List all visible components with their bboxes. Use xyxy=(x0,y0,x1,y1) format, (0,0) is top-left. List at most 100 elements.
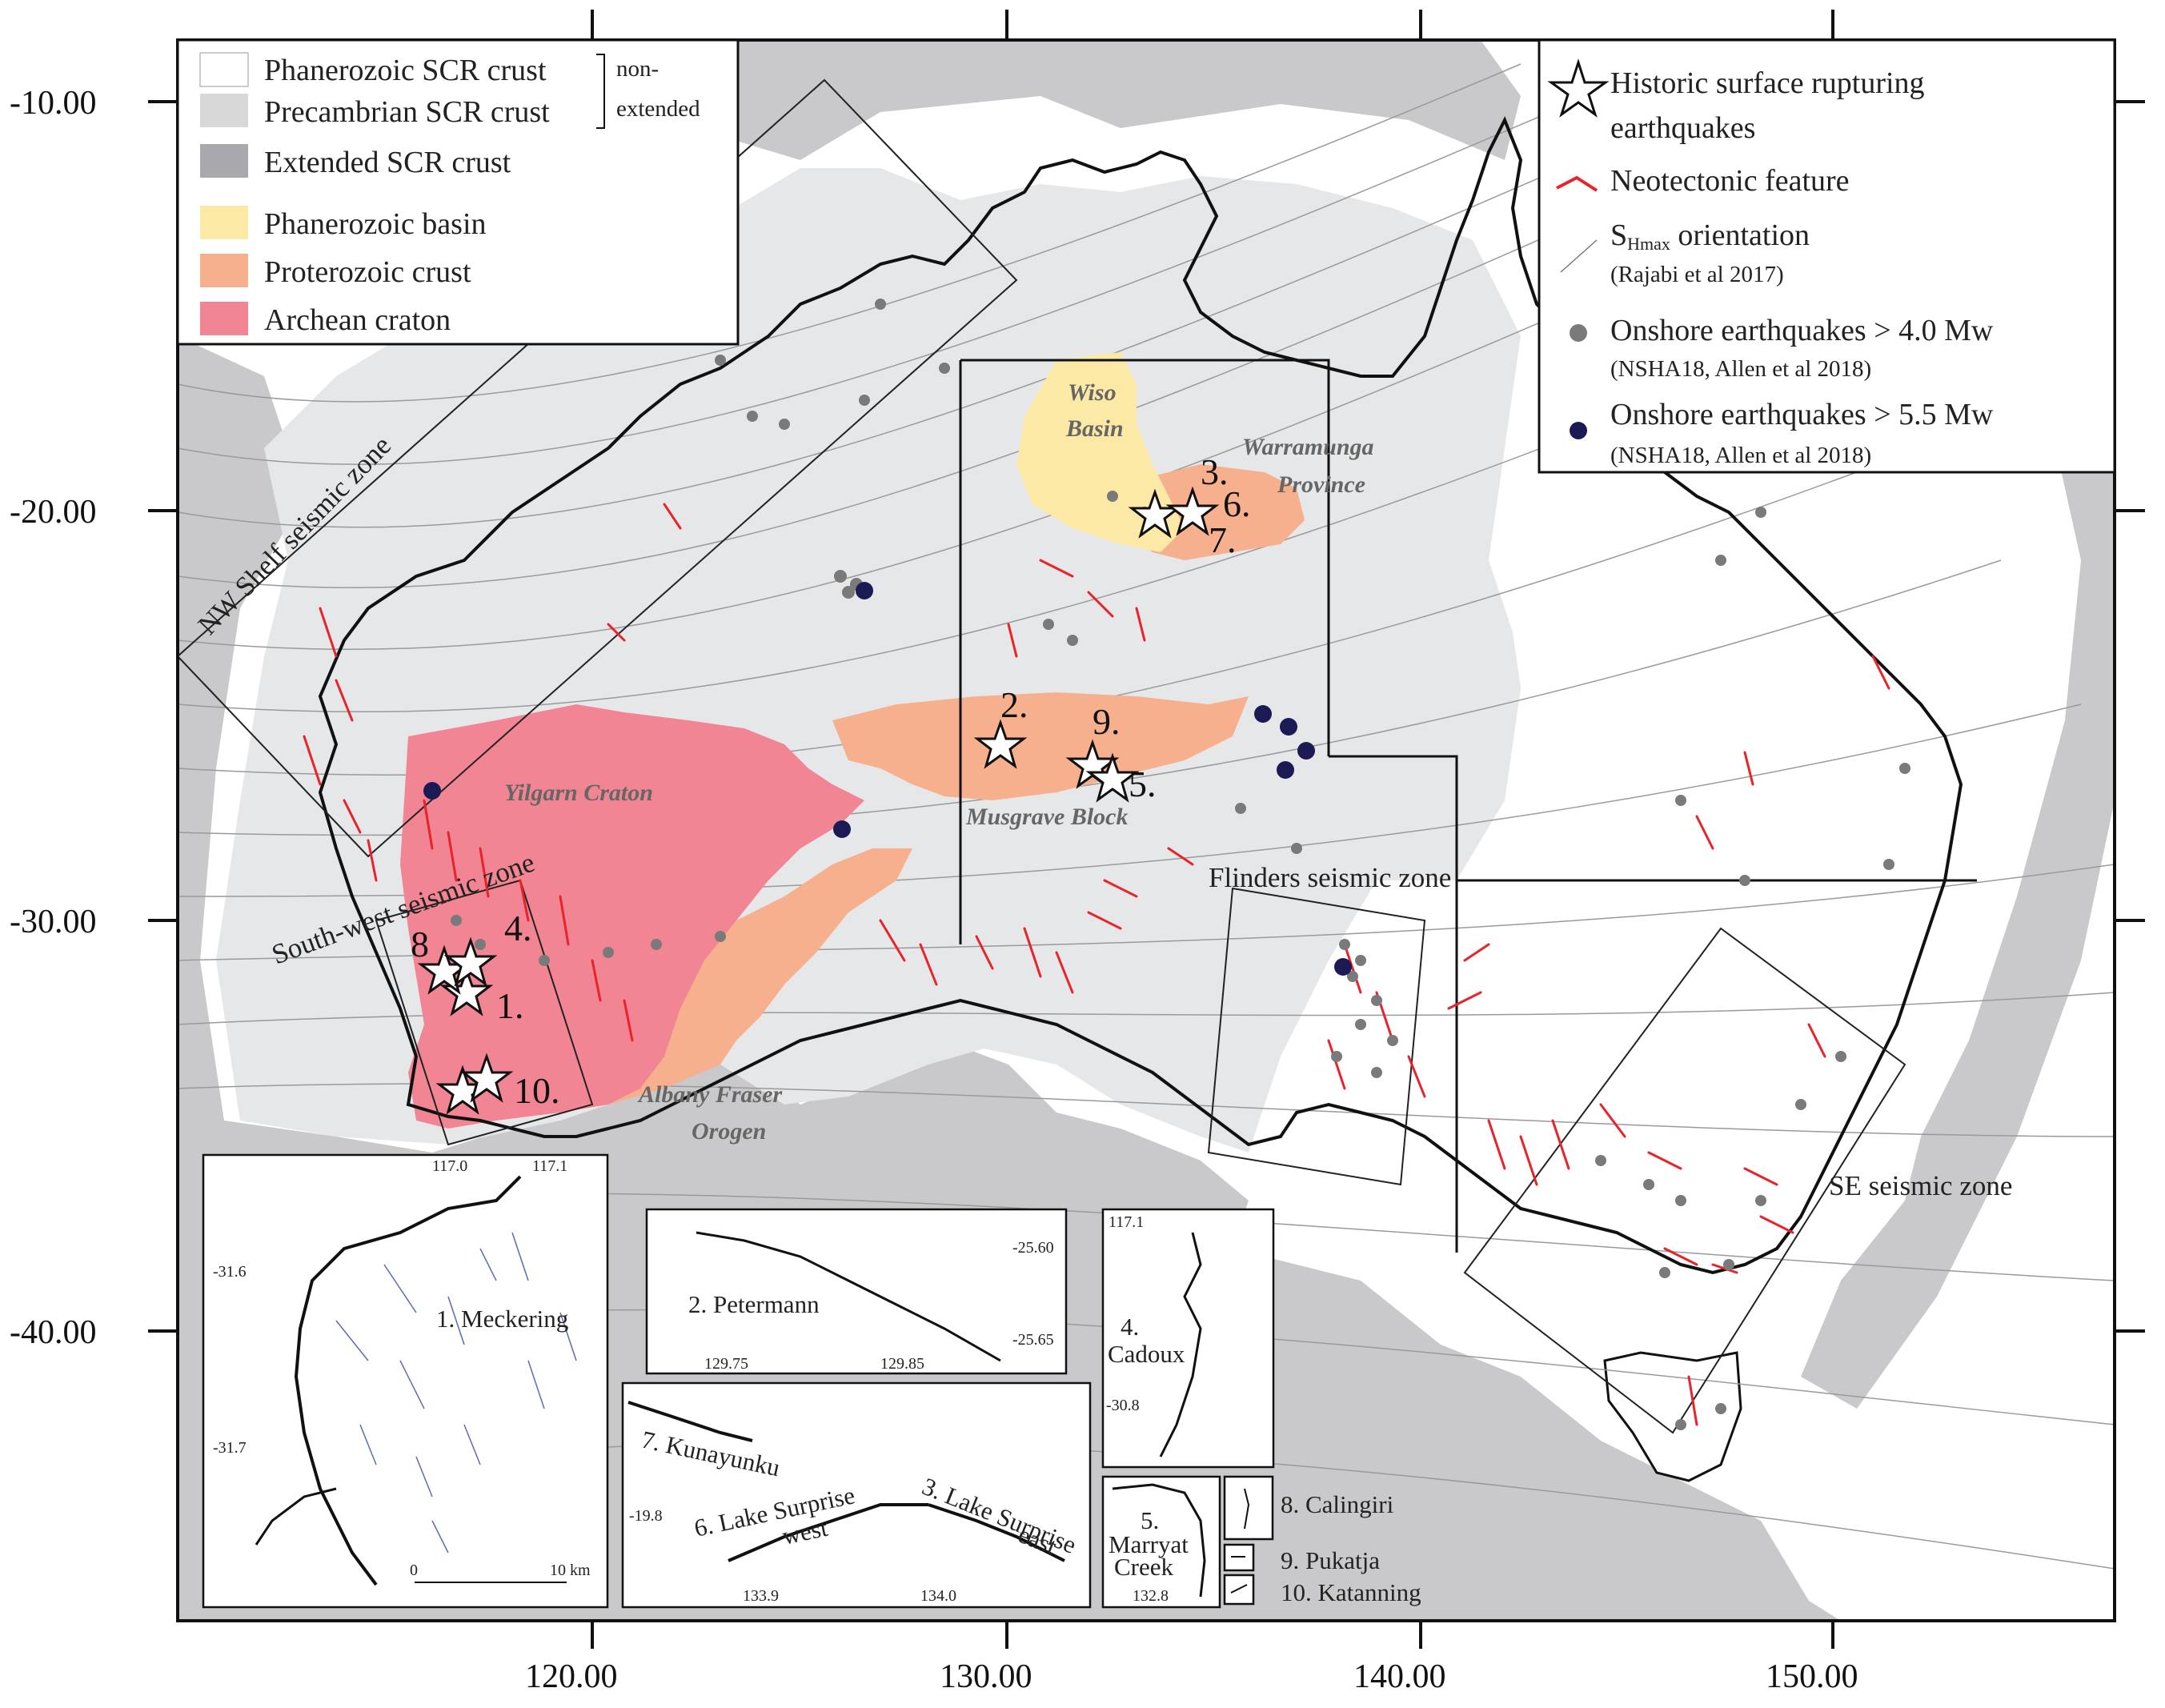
inset-cadoux: 117.1 4. Cadoux -30.8 xyxy=(1101,1208,1275,1469)
coastline-mainland xyxy=(318,116,1963,1275)
legend-star-label-1: Historic surface rupturing xyxy=(1610,66,1925,100)
lake-surprise-east-fault xyxy=(928,1503,1065,1562)
y-tick-40: -40.00 xyxy=(10,1314,97,1351)
y-tick-10: -10.00 xyxy=(10,85,97,122)
calingiri-fault xyxy=(1244,1488,1250,1530)
star-label-9: 9. xyxy=(1093,701,1121,742)
neotectonic-features xyxy=(303,503,1890,1426)
legend-eq4-icon xyxy=(1570,324,1587,342)
petermann-lon-tick-2: 129.85 xyxy=(880,1355,924,1373)
star-4 xyxy=(443,936,498,987)
legend-swatch-proterozoic-crust xyxy=(200,254,248,287)
star-2 xyxy=(973,719,1028,769)
earthquakes-4mw xyxy=(451,299,1910,1430)
meckering-lat-tick-2: -31.7 xyxy=(213,1439,247,1457)
legend-label-phanerozoic-crust: Phanerozoic SCR crust xyxy=(264,54,547,87)
tasmania-crust xyxy=(1603,1351,1742,1482)
x-tick-140: 140.00 xyxy=(1353,1658,1446,1695)
meckering-scale-10: 10 km xyxy=(550,1562,591,1579)
legend-eq55-ref: (NSHA18, Allen et al 2018) xyxy=(1610,443,1871,468)
legend-swatch-precambrian-crust xyxy=(200,94,248,127)
division-lines xyxy=(959,359,1977,1253)
y-tick-20: -20.00 xyxy=(10,494,97,531)
katanning-fault xyxy=(1230,1584,1248,1594)
label-yilgarn: Yilgarn Craton xyxy=(504,780,653,806)
lake-surprise-lon-tick-1: 133.9 xyxy=(743,1587,779,1605)
lake-surprise-lon-tick-2: 134.0 xyxy=(920,1587,956,1605)
petermann-lon-tick-1: 129.75 xyxy=(704,1355,748,1373)
meckering-fault-trace xyxy=(294,1175,522,1586)
legend-shmax-ref: (Rajabi et al 2017) xyxy=(1610,262,1784,287)
marryat-label-1: 5. xyxy=(1141,1506,1159,1534)
label-wiso-1: Wiso xyxy=(1068,379,1117,406)
x-tick-130: 130.00 xyxy=(940,1658,1032,1695)
star-label-7: 7. xyxy=(1209,519,1237,560)
label-warramunga-1: Warramunga xyxy=(1242,434,1374,460)
meckering-fault-branch xyxy=(255,1487,337,1546)
phanerozoic-crust-east xyxy=(1281,304,2001,1281)
rupture-stars xyxy=(417,486,1220,1115)
legend-swatch-phanerozoic-crust xyxy=(199,52,249,87)
axis-ticks xyxy=(148,10,2145,1649)
meckering-scale-0: 0 xyxy=(410,1562,418,1579)
legend-label-proterozoic-crust: Proterozoic crust xyxy=(264,255,471,289)
legend-brace-label-2: extended xyxy=(616,96,700,122)
star-label-8: 8 xyxy=(411,924,429,964)
cadoux-title-1: 4. xyxy=(1121,1313,1139,1341)
inset-lake-surprise: 7. Kunayunku 6. Lake Surprise west 3. La… xyxy=(621,1381,1092,1609)
yilgarn-craton xyxy=(400,704,864,1129)
legend-swatch-archean-craton xyxy=(200,302,248,335)
extended-crust-east xyxy=(1801,416,2115,1409)
meckering-title: 1. Meckering xyxy=(436,1305,568,1333)
legend-left: Phanerozoic SCR crust Precambrian SCR cr… xyxy=(176,38,740,346)
petermann-lat-tick-2: -25.65 xyxy=(1012,1331,1054,1349)
x-tick-150: 150.00 xyxy=(1766,1658,1858,1695)
label-flinders-zone: Flinders seismic zone xyxy=(1209,862,1451,893)
label-warramunga-2: Province xyxy=(1277,471,1365,498)
marryat-fault xyxy=(1112,1483,1206,1598)
petermann-title: 2. Petermann xyxy=(688,1290,820,1318)
legend-star-icon xyxy=(1547,58,1610,118)
petermann-lat-tick-1: -25.60 xyxy=(1012,1239,1054,1257)
katanning-label: 10. Katanning xyxy=(1281,1578,1421,1606)
legend-label-archean-craton: Archean craton xyxy=(264,303,451,337)
star-label-5: 5. xyxy=(1129,764,1157,804)
legend-label-precambrian-crust: Precambrian SCR crust xyxy=(264,95,550,129)
y-tick-30: -30.00 xyxy=(10,904,97,940)
kunayunku-fault xyxy=(627,1401,753,1442)
legend-right: Historic surface rupturing earthquakes N… xyxy=(1538,38,2116,474)
star-label-3: 3. xyxy=(1201,451,1229,492)
star-label-2: 2. xyxy=(1000,684,1028,725)
star-6 xyxy=(1165,486,1220,536)
x-tick-120: 120.00 xyxy=(525,1658,618,1695)
legend-shmax-label: SHmax orientation xyxy=(1610,219,1810,254)
inset-small-group: 5. Marryat Creek 132.8 8. Calingiri 9. P… xyxy=(1101,1475,1421,1609)
meckering-fractures xyxy=(335,1232,577,1554)
legend-neotectonic-label: Neotectonic feature xyxy=(1610,164,1850,198)
label-se-zone: SE seismic zone xyxy=(1829,1170,2012,1201)
legend-label-extended-crust: Extended SCR crust xyxy=(264,146,511,179)
cadoux-top-tick: 117.1 xyxy=(1109,1213,1144,1231)
star-10b xyxy=(459,1052,514,1103)
cadoux-lat-tick: -30.8 xyxy=(1106,1397,1140,1414)
cadoux-title-2: Cadoux xyxy=(1108,1340,1185,1368)
marryat-label-2: Marryat xyxy=(1109,1530,1189,1558)
legend-neotectonic-icon xyxy=(1556,175,1598,192)
star-label-10: 10. xyxy=(514,1070,560,1111)
meckering-top-tick-2: 117.1 xyxy=(532,1157,567,1175)
legend-star-label-2: earthquakes xyxy=(1610,111,1755,145)
legend-shmax-icon xyxy=(1560,239,1598,273)
star-label-1: 1. xyxy=(496,985,524,1026)
legend-swatch-phanerozoic-basin xyxy=(200,206,248,239)
legend-eq4-ref: (NSHA18, Allen et al 2018) xyxy=(1610,356,1871,382)
label-albany-1: Albany Fraser xyxy=(637,1081,783,1108)
star-label-4: 4. xyxy=(504,908,532,948)
lake-surprise-lat-tick: -19.8 xyxy=(629,1507,663,1525)
star-5 xyxy=(1085,752,1140,803)
meckering-lat-tick-1: -31.6 xyxy=(213,1263,247,1281)
inset-meckering: 117.0 117.1 -31.6 -31.7 1. Meckering 0 1… xyxy=(202,1153,609,1609)
legend-eq55-icon xyxy=(1570,422,1587,439)
pukatja-label: 9. Pukatja xyxy=(1281,1546,1380,1574)
petermann-fault-trace xyxy=(696,1231,1001,1362)
